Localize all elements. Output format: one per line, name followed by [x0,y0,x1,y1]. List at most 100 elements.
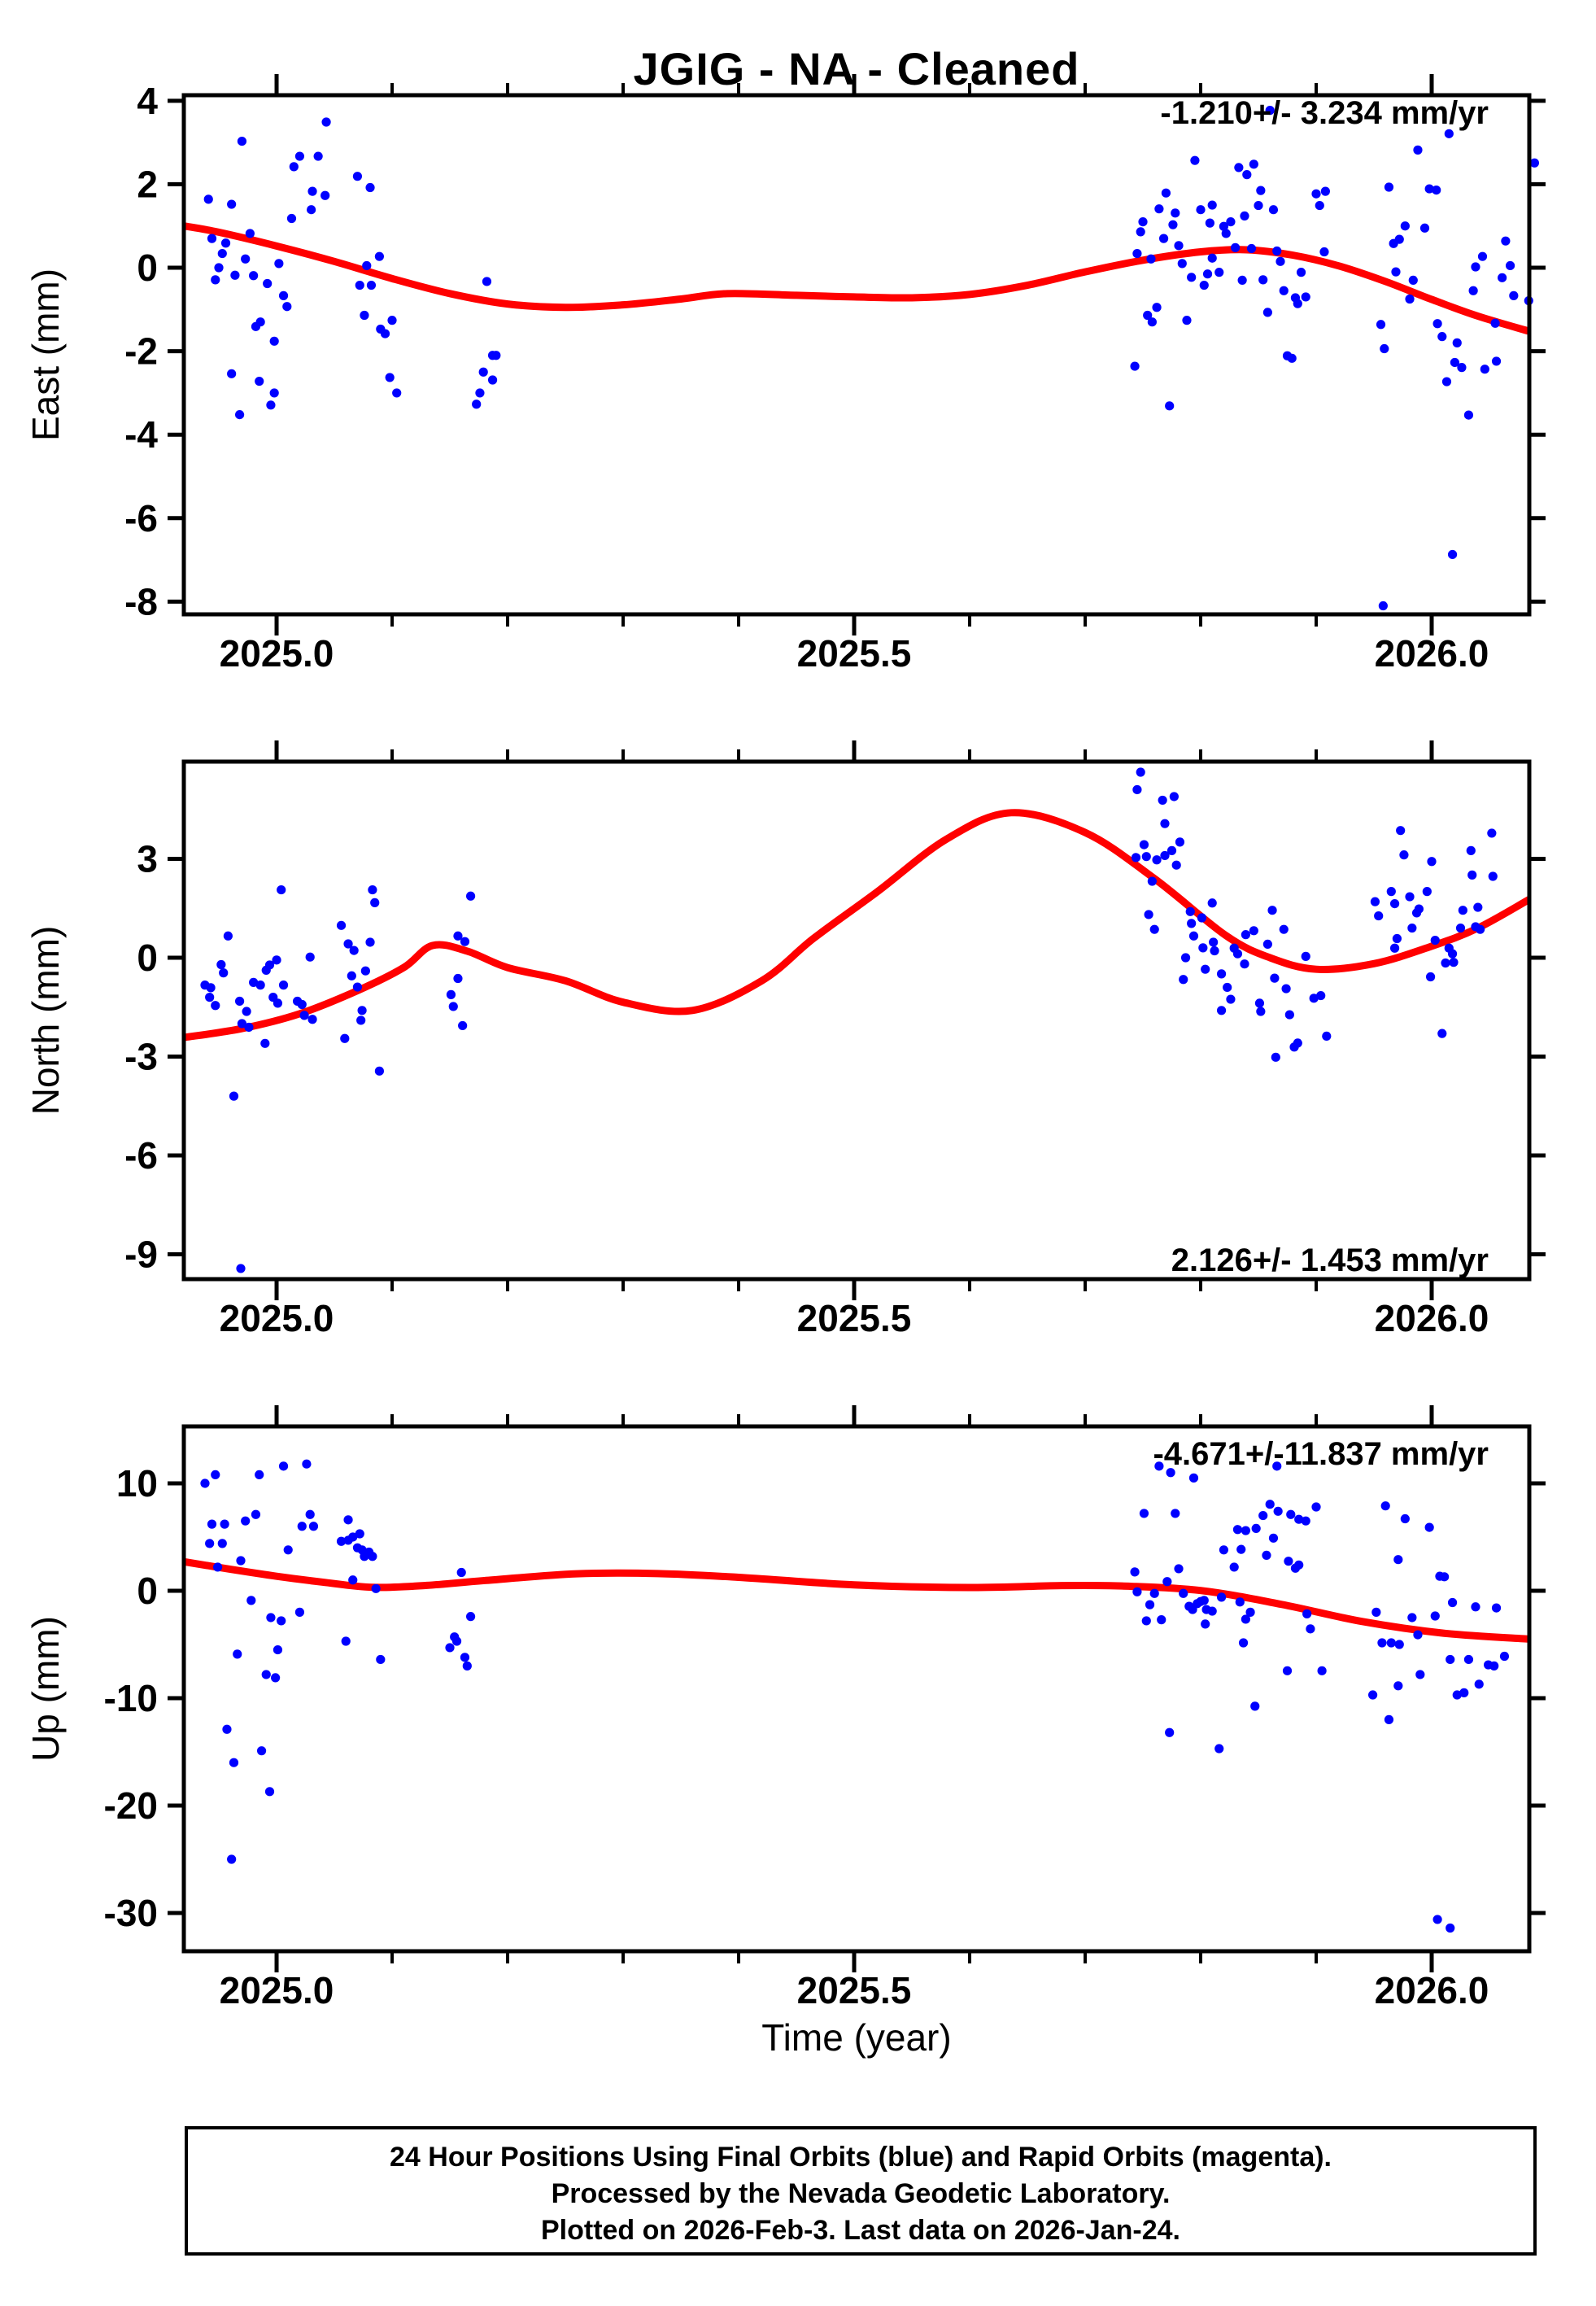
data-point [1432,1915,1442,1924]
data-point [1182,316,1192,325]
data-point [213,1562,223,1572]
data-point [233,1649,242,1659]
data-point [1405,892,1415,902]
data-point [1265,106,1275,116]
data-point [245,229,255,238]
data-point [1162,1577,1172,1587]
data-point [1165,401,1175,411]
data-point [356,1015,366,1025]
data-point [207,234,217,243]
data-point [1400,1513,1410,1524]
y-tick-label: -20 [104,1784,158,1827]
data-point [1476,924,1485,934]
data-point [1256,186,1266,195]
data-point [1389,898,1400,909]
data-point [343,939,353,949]
data-point [200,1478,210,1488]
data-point [255,1470,264,1480]
data-point [1427,857,1437,867]
data-point [1419,223,1430,233]
trend-curve [184,809,1529,1042]
data-point [269,336,279,346]
data-point [282,302,292,312]
data-point [1166,845,1177,855]
data-point [1302,1609,1312,1618]
data-point [297,1522,307,1531]
y-tick-label: -3 [124,1036,158,1078]
data-point [1141,852,1151,862]
data-point [482,277,492,286]
y-tick-label: 3 [137,838,158,880]
data-point [1450,357,1460,368]
data-point [272,955,281,965]
data-point [1282,1666,1293,1675]
data-point [352,982,363,992]
data-point [249,271,259,281]
y-tick-label: -9 [124,1234,158,1276]
data-point [465,891,476,901]
data-point [1386,887,1396,897]
data-point [380,329,390,338]
data-point [1447,949,1458,959]
data-point [1498,273,1507,282]
data-point [1221,229,1231,238]
y-tick-label: -6 [124,1134,158,1177]
data-point [368,884,377,895]
data-point [1196,205,1206,215]
data-point [1219,221,1229,231]
data-point [297,999,307,1010]
data-point [1188,931,1199,941]
data-point [1254,200,1263,211]
data-point [458,1020,468,1031]
data-point [1258,1510,1268,1521]
data-point [229,1091,239,1101]
data-point [1166,1468,1175,1478]
data-point [1132,248,1142,259]
data-point [1377,1638,1387,1648]
data-point [1207,898,1217,908]
data-point [1446,1654,1455,1665]
y-tick-label: -6 [124,497,158,539]
data-point [1207,200,1217,210]
data-point [227,369,237,378]
data-point [1458,906,1467,915]
data-point [278,1461,289,1471]
data-point [1139,1509,1149,1518]
y-tick-label: 10 [116,1462,158,1505]
data-point [387,316,397,325]
data-point [1413,1630,1423,1640]
data-point [1238,1638,1249,1648]
data-point [1180,953,1191,963]
panel-up: 2025.0 2025.5 2026.0 10 0 -10 -20 -30 Up (mm) -4.… [24,1405,1546,2011]
data-point [1413,145,1423,155]
data-point [1214,1744,1224,1754]
data-point [1489,1661,1499,1671]
data-point [305,952,315,962]
data-point [256,1746,267,1756]
data-point [1306,1624,1315,1634]
data-point [365,937,375,947]
data-point [1268,1533,1279,1543]
data-point [1187,273,1197,282]
data-point [1441,377,1452,387]
y-tick-label: 0 [137,937,158,979]
data-point [1198,943,1208,953]
panel-frame [181,93,1532,617]
data-point [1317,1666,1327,1675]
data-point [294,1607,305,1617]
data-point [261,1670,271,1679]
data-point [1147,876,1157,886]
data-point [294,151,305,161]
data-point [1394,1640,1404,1649]
data-point [460,1653,470,1662]
data-point [261,965,271,976]
y-axis-title: North (mm) [24,926,67,1116]
data-point [1430,1611,1440,1621]
data-point [1177,259,1187,269]
data-point [1322,1031,1332,1041]
data-point [1136,227,1145,237]
data-point [1187,919,1197,928]
data-point [1474,1679,1484,1689]
data-point [1399,850,1409,860]
data-point [230,270,240,280]
